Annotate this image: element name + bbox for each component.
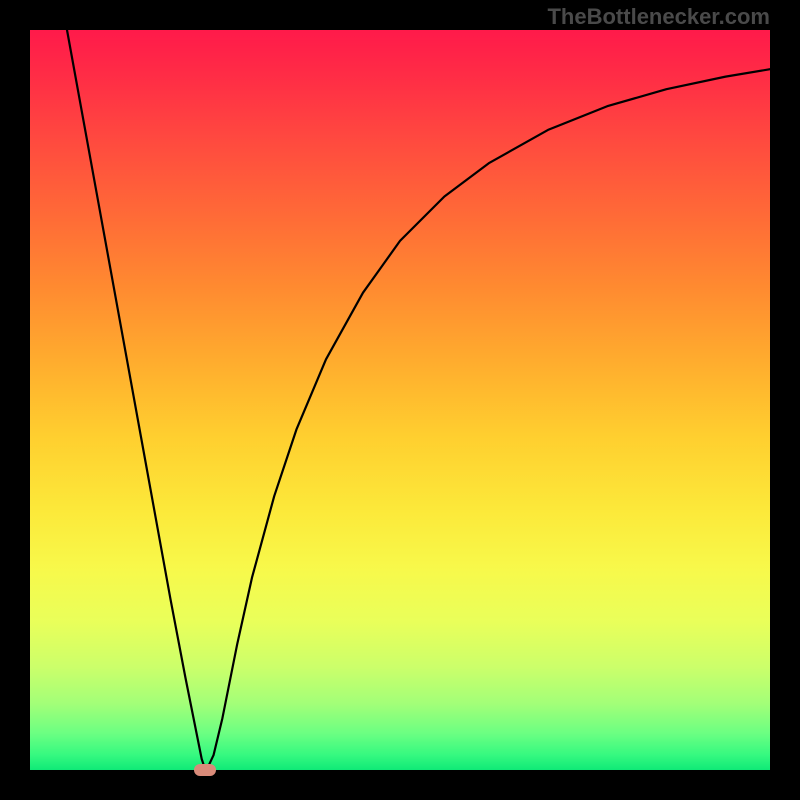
- bottleneck-marker: [194, 764, 216, 776]
- bottleneck-curve: [0, 0, 800, 800]
- watermark-text: TheBottlenecker.com: [547, 4, 770, 30]
- chart-frame: TheBottlenecker.com: [0, 0, 800, 800]
